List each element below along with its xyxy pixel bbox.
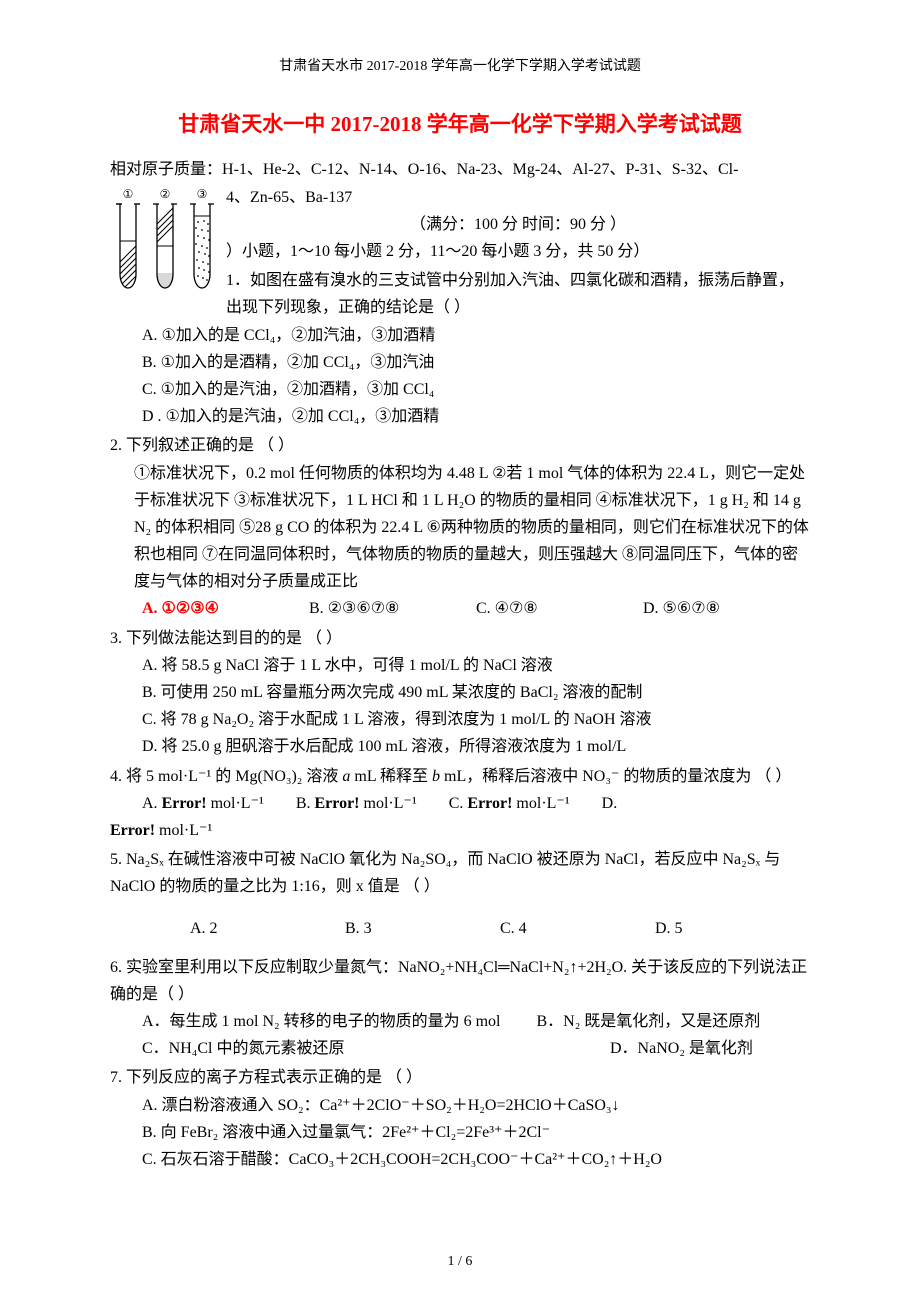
svg-text:②: ② [160,187,171,201]
q4-a-pre: A. [142,795,162,812]
q4-a-error: Error! [162,795,207,812]
question-7: 7. 下列反应的离子方程式表示正确的是 （ ） [110,1064,810,1091]
test-tubes-figure: ① ② ③ [110,186,220,304]
q3-stem-head: 下列做法能达到目的的是 （ ） [122,630,342,647]
q6-choice-c: C．NH₄Cl 中的氮元素被还原 [142,1035,610,1062]
question-6: 6. 实验室里利用以下反应制取少量氮气：NaNO₂+NH₄Cl═NaCl+N₂↑… [110,954,810,1008]
q2-choice-a: A. ①②③④ [142,600,219,617]
q5-choice-b: B. 3 [345,915,500,942]
q4-tail-error: Error! [110,822,155,839]
q6-choices-cd: C．NH₄Cl 中的氮元素被还原 D．NaNO₂ 是氧化剂 [110,1035,810,1062]
atomic-masses: 相对原子质量：H-1、He-2、C-12、N-14、O-16、Na-23、Mg-… [110,156,810,183]
q2-choice-b: B. ②③⑥⑦⑧ [309,595,476,622]
q7-choice-b: B. 向 FeBr₂ 溶液中通入过量氯气：2Fe²⁺＋Cl₂=2Fe³⁺＋2Cl… [110,1119,810,1146]
q4-c-error: Error! [467,795,512,812]
q4-b-unit: mol·L⁻¹ [360,795,417,812]
q1-choice-a: A. ①加入的是 CCl₄，②加汽油，③加酒精 [110,322,810,349]
q4-a-unit: mol·L⁻¹ [207,795,264,812]
q2-choice-c: C. ④⑦⑧ [476,595,643,622]
q3-choice-a: A. 将 58.5 g NaCl 溶于 1 L 水中，可得 1 mol/L 的 … [110,652,810,679]
svg-text:③: ③ [197,187,208,201]
q2-body: ①标准状况下，0.2 mol 任何物质的体积均为 4.48 L ②若 1 mol… [110,460,810,596]
q1-number: 1． [226,272,250,289]
question-3: 3. 下列做法能达到目的的是 （ ） [110,625,810,652]
q7-choice-a: A. 漂白粉溶液通入 SO₂：Ca²⁺＋2ClO⁻＋SO₂＋H₂O=2HClO＋… [110,1092,810,1119]
question-4: 4. 将 5 mol·L⁻¹ 的 Mg(NO₃)₂ 溶液 a mL 稀释至 b … [110,763,810,790]
q7-number: 7. [110,1069,122,1086]
q4-d-pre: D. [602,795,618,812]
q4-c-pre: C. [449,795,468,812]
q2-number: 2. [110,437,122,454]
q1-choice-c: C. ①加入的是汽油，②加酒精，③加 CCl₄ [110,376,810,403]
masses-line-1: H-1、He-2、C-12、N-14、O-16、Na-23、Mg-24、Al-2… [222,161,738,178]
q4-stem-pre: 将 5 mol·L⁻¹ 的 Mg(NO₃)₂ 溶液 [122,768,342,785]
q6-stem: 实验室里利用以下反应制取少量氮气：NaNO₂+NH₄Cl═NaCl+N₂↑+2H… [110,959,807,1003]
q3-choice-d: D. 将 25.0 g 胆矾溶于水后配成 100 mL 溶液，所得溶液浓度为 1… [110,733,810,760]
running-head: 甘肃省天水市 2017-2018 学年高一化学下学期入学考试试题 [110,55,810,79]
q6-choice-a: A．每生成 1 mol N₂ 转移的电子的物质的量为 6 mol [142,1013,500,1030]
q2-choice-d: D. ⑤⑥⑦⑧ [643,595,810,622]
q4-var-b: b [432,768,440,785]
q5-stem: Na₂Sₓ 在碱性溶液中可被 NaClO 氧化为 Na₂SO₄，而 NaClO … [110,851,780,895]
page-footer: 1 / 6 [0,1250,920,1274]
q6-choice-d: D．NaNO₂ 是氧化剂 [610,1035,810,1062]
q1-choice-b: B. ①加入的是酒精，②加 CCl₄，③加汽油 [110,349,810,376]
q5-number: 5. [110,851,122,868]
q4-number: 4. [110,768,122,785]
question-5: 5. Na₂Sₓ 在碱性溶液中可被 NaClO 氧化为 Na₂SO₄，而 NaC… [110,846,810,900]
q7-stem-head: 下列反应的离子方程式表示正确的是 （ ） [122,1069,422,1086]
q4-b-pre: B. [296,795,315,812]
q1-stem: 如图在盛有溴水的三支试管中分别加入汽油、四氯化碳和酒精，振荡后静置，出现下列现象… [226,272,794,316]
q3-choice-b: B. 可使用 250 mL 容量瓶分两次完成 490 mL 某浓度的 BaCl₂… [110,679,810,706]
question-2: 2. 下列叙述正确的是 （ ） [110,432,810,459]
q4-stem-mid: mL 稀释至 [350,768,432,785]
q7-choice-c: C. 石灰石溶于醋酸：CaCO₃＋2CH₃COOH=2CH₃COO⁻＋Ca²⁺＋… [110,1146,810,1173]
q6-choice-b: B．N₂ 既是氧化剂，又是还原剂 [536,1013,760,1030]
q4-choices-line: A. Error! mol·L⁻¹ B. Error! mol·L⁻¹ C. E… [110,790,810,817]
q2-stem-head: 下列叙述正确的是 （ ） [122,437,294,454]
q6-number: 6. [110,959,122,976]
masses-prefix: 相对原子质量： [110,161,222,178]
q4-stem-post: mL，稀释后溶液中 NO₃⁻ 的物质的量浓度为 （ ） [440,768,791,785]
q5-choice-a: A. 2 [190,915,345,942]
svg-text:①: ① [123,187,134,201]
q5-choice-d: D. 5 [655,915,810,942]
q4-b-error: Error! [314,795,359,812]
q4-tail-unit: mol·L⁻¹ [155,822,212,839]
q1-choice-d: D . ①加入的是汽油，②加 CCl₄，③加酒精 [110,403,810,430]
q4-c-unit: mol·L⁻¹ [512,795,569,812]
document-title: 甘肃省天水一中 2017-2018 学年高一化学下学期入学考试试题 [110,107,810,143]
q5-choice-c: C. 4 [500,915,655,942]
q4-tail: Error! mol·L⁻¹ [110,817,810,844]
q3-choice-c: C. 将 78 g Na₂O₂ 溶于水配成 1 L 溶液，得到浓度为 1 mol… [110,706,810,733]
q6-choices-ab: A．每生成 1 mol N₂ 转移的电子的物质的量为 6 mol B．N₂ 既是… [110,1008,810,1035]
q3-number: 3. [110,630,122,647]
